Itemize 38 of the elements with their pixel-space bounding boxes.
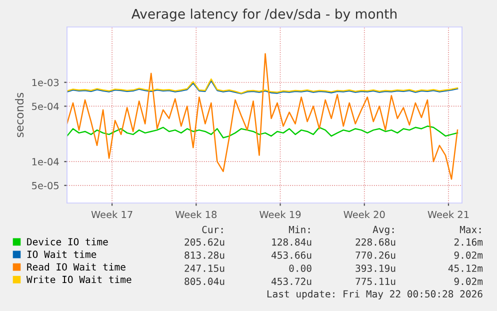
x-tick-label: Week 21 <box>428 210 469 218</box>
text: 247.15u <box>184 264 224 272</box>
text: 205.62u <box>184 238 224 246</box>
x-tick-label: Week 18 <box>175 210 217 218</box>
text: 0.00 <box>289 264 312 272</box>
text: 45.12m <box>448 264 483 272</box>
y-tick-label: 1e-04 <box>32 158 59 166</box>
text: Max: <box>460 226 481 234</box>
y-axis-title: seconds <box>15 92 24 138</box>
text: 770.26u <box>356 251 396 259</box>
text: 453.72u <box>272 278 312 286</box>
line-series <box>67 126 458 138</box>
x-tick-label: Week 19 <box>260 210 301 218</box>
text: 128.84u <box>272 238 312 246</box>
text: 228.68u <box>356 238 396 246</box>
text: 2.16m <box>454 238 483 246</box>
legend-label: Read IO Wait time <box>27 263 126 271</box>
text: 805.04u <box>184 278 224 286</box>
text: 9.02m <box>454 251 483 259</box>
text: 9.02m <box>454 278 483 286</box>
text: 393.19u <box>356 264 396 272</box>
x-tick-label: Week 17 <box>91 210 132 218</box>
line-series <box>67 53 458 180</box>
legend-label: Write IO Wait time <box>26 276 132 284</box>
text: Avg: <box>372 226 394 236</box>
text: Last update: Fri May 22 00:50:28 2026 <box>267 290 482 300</box>
legend-label: IO Wait time <box>27 250 96 258</box>
text: Min: <box>288 226 310 234</box>
chart-title: Average latency for /dev/sda - by month <box>131 8 397 22</box>
x-tick-label: Week 20 <box>344 210 385 218</box>
text: 775.11u <box>356 278 396 286</box>
legend-label: Device IO time <box>27 238 108 246</box>
text: Cur: <box>202 226 223 234</box>
y-tick-label: 1e-03 <box>32 78 59 86</box>
y-tick-label: 5e-05 <box>32 182 59 190</box>
y-tick-label: 5e-04 <box>32 102 59 110</box>
text: 453.66u <box>272 251 312 259</box>
text: 813.28u <box>184 251 224 259</box>
